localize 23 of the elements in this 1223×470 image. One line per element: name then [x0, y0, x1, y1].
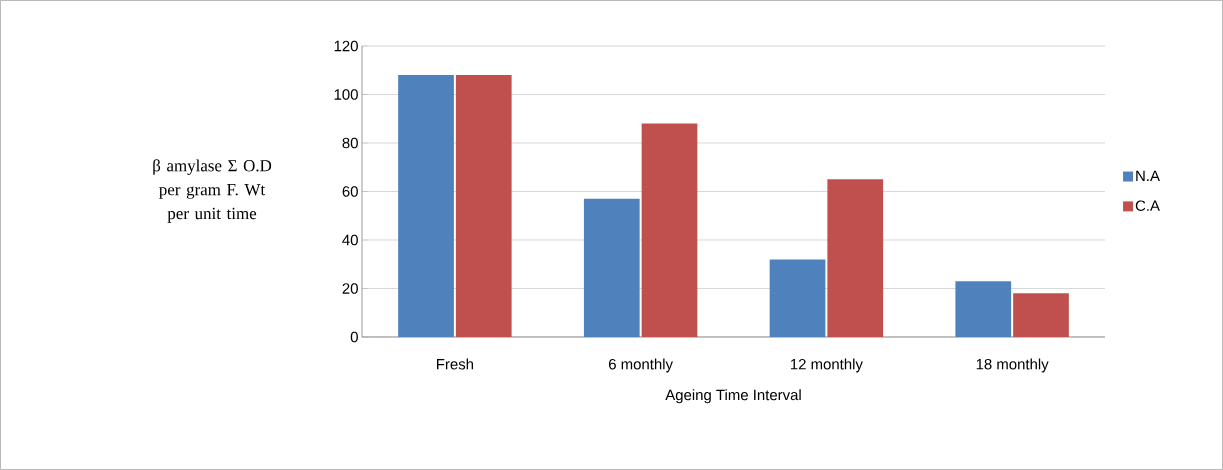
bar	[955, 281, 1012, 337]
y-tick-label: 120	[334, 40, 358, 52]
bar	[1013, 293, 1069, 337]
legend-label: C.A	[1135, 200, 1160, 211]
y-tick-label: 20	[342, 283, 358, 294]
x-tick-label: 12 monthly	[790, 358, 863, 373]
y-axis-title: β amylase Σ O.D per gram F. Wt per unit time	[153, 159, 272, 223]
x-tick-label: 6 monthly	[609, 358, 673, 373]
bar	[583, 198, 640, 337]
legend-label: N.A	[1136, 170, 1160, 181]
bar	[641, 123, 698, 337]
bar	[827, 179, 884, 337]
y-tick-label: 100	[334, 89, 358, 100]
x-tick-label: Fresh	[437, 358, 474, 370]
bar	[455, 75, 512, 337]
y-tick-label: 80	[342, 137, 358, 149]
y-tick-label: 0	[350, 331, 358, 343]
y-tick-label: 40	[342, 234, 358, 246]
x-axis-title: Ageing Time Interval	[665, 389, 801, 404]
x-tick-label: 18 monthly	[976, 358, 1049, 373]
bar	[769, 259, 826, 337]
bar	[398, 75, 454, 337]
y-tick-label: 60	[342, 186, 358, 197]
